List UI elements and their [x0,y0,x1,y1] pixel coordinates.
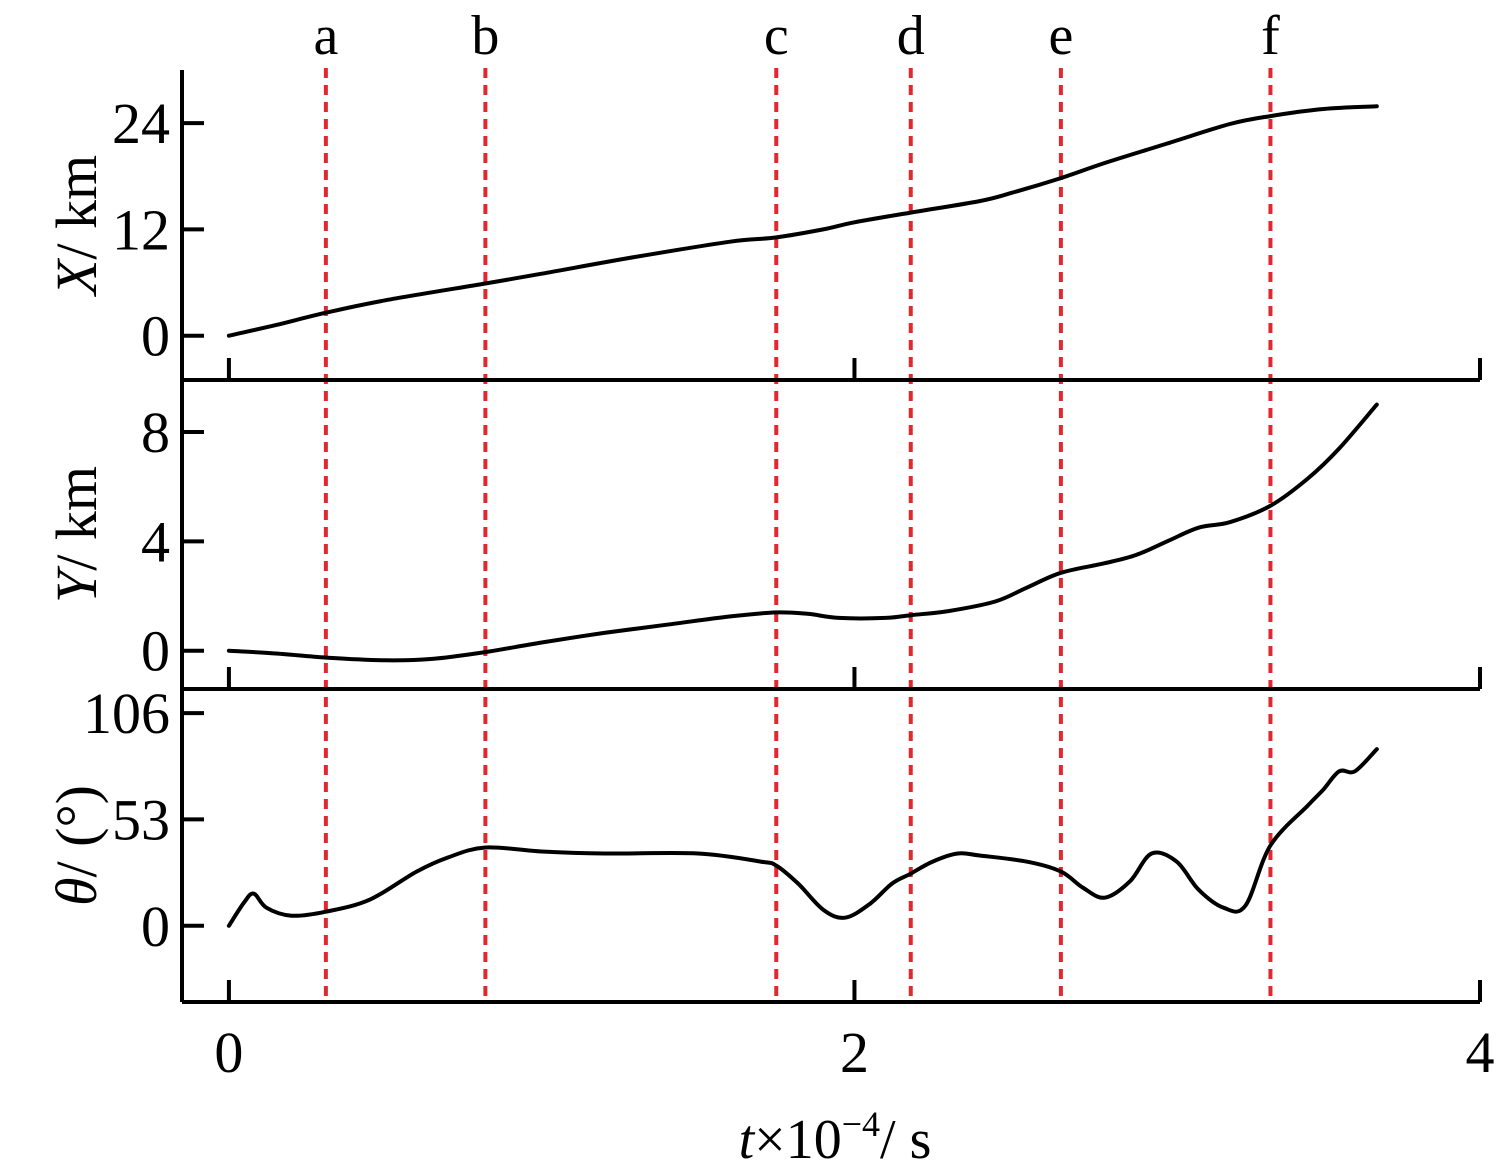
x-axis-label-mult: ×10 [754,1109,842,1171]
panel-X-y-axis-label: X/ km [44,155,109,297]
curves [226,104,1379,928]
panel-Y-y-axis-label: Y/ km [44,466,109,603]
x-axis-label: t×10−4/ s [739,1104,932,1171]
panel-theta-y-axis-label-unit: / (°) [44,785,109,877]
marker-label-a: a [313,5,338,67]
series-X-line [226,104,1379,338]
panel-Y-y-axis-label-unit: / km [44,466,109,571]
panel-Y: 0 4 8 Y/ km [44,380,1482,691]
panel-Y-ytick-label: 0 [141,619,170,684]
panel-theta-ytick-label: 106 [83,681,170,746]
panel-X-y-axis-label-unit: / km [44,155,109,260]
x-axis-label-unit: / s [880,1109,931,1171]
x-tick-label: 2 [840,1020,869,1085]
panel-theta-ytick-label: 53 [112,787,170,852]
x-tick-label: 4 [1466,1020,1495,1085]
marker-label-e: e [1048,5,1073,67]
marker-labels: a b c d e f [313,5,1280,67]
x-tick-label: 0 [214,1020,243,1085]
panel-theta-y-axis-label-var: θ [44,877,109,906]
x-axis-label-exp: −4 [842,1104,880,1144]
marker-label-f: f [1261,5,1280,67]
panel-X-ytick-label: 12 [112,197,170,262]
panel-Y-ytick-label: 4 [141,509,170,574]
panel-Y-ytick-label: 8 [141,400,170,465]
panel-Y-y-axis-label-var: Y [44,565,109,603]
x-axis-label-var: t [739,1109,756,1171]
series-theta-line [226,747,1379,928]
series-Y-line [226,402,1379,663]
marker-label-c: c [764,5,789,67]
marker-label-b: b [471,5,499,67]
marker-label-d: d [897,5,925,67]
panel-theta-y-axis-label: θ/ (°) [44,785,109,906]
panel-X-y-axis-label-var: X [44,257,109,297]
panel-X-ytick-label: 24 [112,91,170,156]
panel-theta-ytick-label: 0 [141,894,170,959]
panel-X-ytick-label: 0 [141,304,170,369]
panel-theta: 0 53 106 θ/ (°) [44,681,1482,1004]
marker-lines [323,68,1273,1002]
